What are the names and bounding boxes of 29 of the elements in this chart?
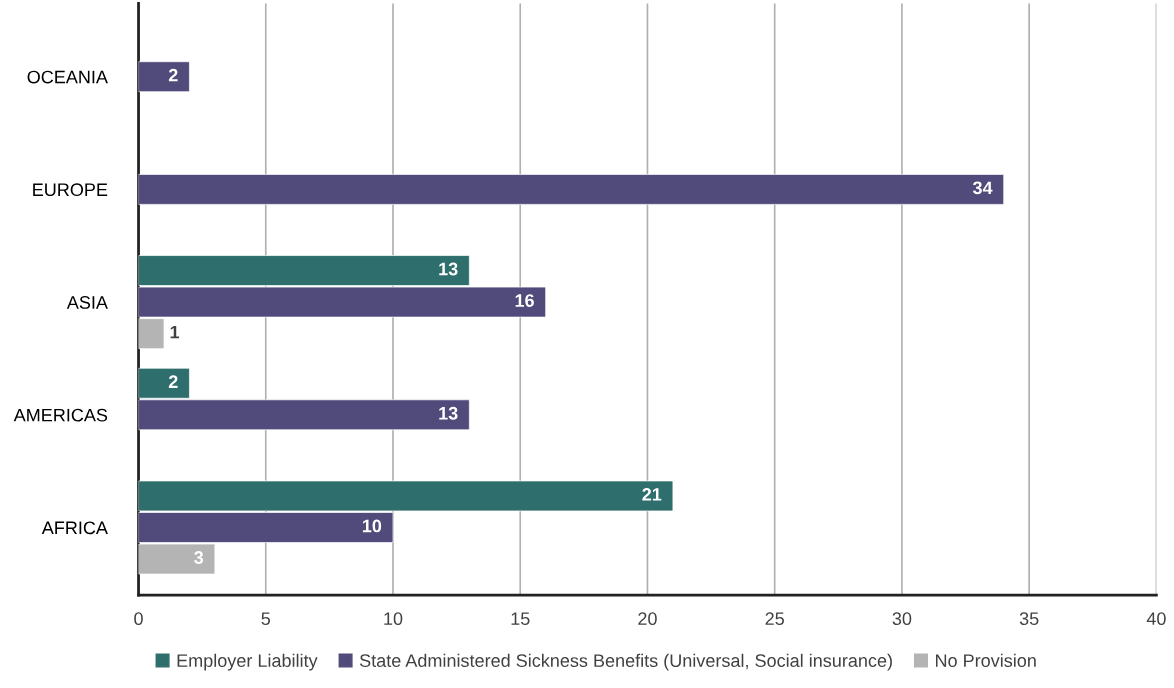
data-label: 21 [642,488,662,501]
data-label: 3 [194,551,204,564]
data-label: 13 [439,262,458,276]
y-tick-label: AFRICA [41,521,108,535]
y-tick-label: ASIA [66,296,108,309]
x-tick-label: 35 [1019,612,1039,626]
legend-label: State Administered Sickness Benefits (Universal, Social insurance) [359,653,892,671]
x-tick-label: 5 [261,612,271,626]
y-tick-label: EUROPE [33,183,108,197]
y-tick-label: AMERICAS [13,408,108,422]
data-label: 2 [168,68,178,82]
y-tick-label: OCEANIA [27,70,108,84]
x-tick-label: 30 [892,612,912,626]
x-tick-label: 40 [1146,612,1166,626]
data-label: 34 [972,181,993,195]
data-label: 1 [170,325,180,339]
bar [138,174,1005,205]
x-tick-label: 10 [384,612,403,626]
x-tick-label: 20 [638,612,657,626]
bar [138,61,190,93]
legend-label: No Provision [936,653,1036,668]
data-label: 13 [439,406,458,420]
legend-label: Employer Liability [177,653,318,671]
data-label: 2 [168,375,178,388]
x-tick-label: 0 [134,612,143,626]
x-tick-label: 25 [765,612,784,626]
x-tick-label: 15 [511,612,530,626]
data-label: 10 [362,519,382,533]
data-label: 16 [515,294,534,307]
